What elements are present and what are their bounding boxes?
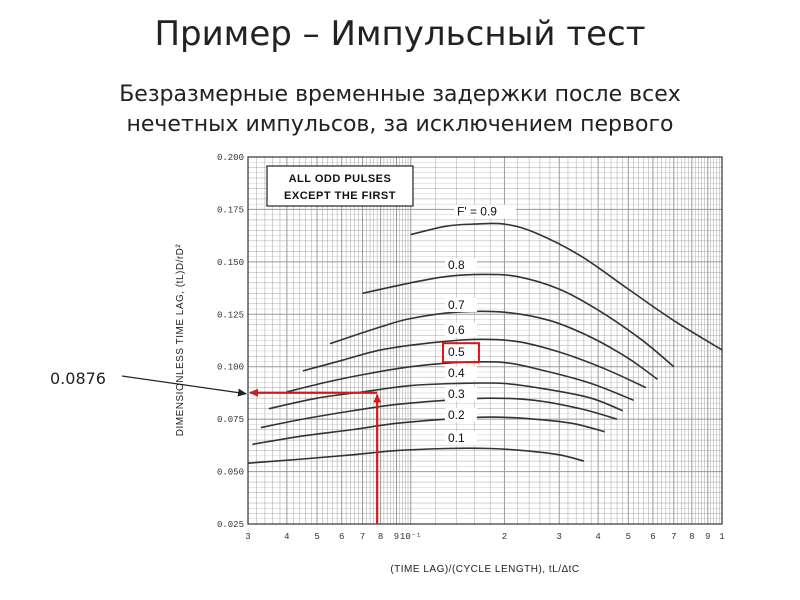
annotation-box: ALL ODD PULSES EXCEPT THE FIRST (266, 165, 414, 207)
y-tick-label: 0.150 (217, 258, 244, 268)
x-tick-label: 5 (626, 532, 631, 542)
page-subtitle: Безразмерные временные задержки после вс… (0, 80, 800, 140)
series-label: 0.1 (448, 431, 465, 445)
x-tick-label: 5 (314, 532, 319, 542)
page-subtitle-line1: Безразмерные временные задержки после вс… (119, 82, 681, 107)
series-label-bg (444, 345, 477, 360)
series-label-bg (444, 366, 477, 381)
series-label-bg (444, 323, 477, 338)
curve-0.4 (268, 382, 624, 412)
x-tick-label: 10⁻¹ (400, 532, 422, 542)
series-label-bg (444, 258, 477, 273)
x-tick-label: 9 (394, 532, 399, 542)
page-title: Пример – Импульсный тест (154, 14, 646, 54)
series-label: 0.2 (448, 408, 465, 422)
series-label-bg (453, 204, 516, 219)
x-tick-label: 8 (689, 532, 694, 542)
annotation-box-line1: ALL ODD PULSES (289, 173, 392, 185)
series-label-bg (444, 297, 477, 312)
chart-series-labels: F' = 0.9 0.8 0.7 0.6 0.5 0.4 0.3 0.2 0.1 (441, 204, 516, 446)
highlight-box (441, 342, 480, 364)
series-label-bg (444, 408, 477, 423)
x-tick-label: 4 (595, 532, 600, 542)
x-tick-label: 4 (284, 532, 289, 542)
x-tick-label: 2 (502, 532, 507, 542)
x-tick-label: 3 (557, 532, 562, 542)
curve-0.8 (362, 273, 675, 368)
series-label: 0.3 (448, 387, 465, 401)
series-label: 0.8 (448, 258, 465, 272)
y-tick-label: 0.050 (217, 468, 244, 478)
y-tick-label: 0.025 (217, 520, 244, 530)
y-tick-label: 0.125 (217, 310, 244, 320)
curve-0.6 (302, 338, 647, 389)
y-axis-label: DIMENSIONLESS TIME LAG, (tL)D/rD² (175, 244, 186, 437)
curve-0.7 (329, 310, 658, 380)
annotation-box-frame (266, 165, 414, 207)
plot-frame (247, 156, 723, 525)
chart-ticks: 3 4 5 6 7 8 9 10⁻¹ 2 3 4 5 6 7 8 9 10.0250.0500.0750.100… (217, 153, 725, 542)
series-label: 0.7 (448, 298, 465, 312)
x-axis-label: (TIME LAG)/(CYCLE LENGTH), tL/ΔtC (390, 564, 579, 575)
y-tick-label: 0.175 (217, 205, 244, 215)
annotation-box-line2: EXCEPT THE FIRST (284, 190, 396, 202)
x-tick-label: 8 (378, 532, 383, 542)
series-label: 0.4 (448, 366, 465, 380)
x-tick-label: 6 (650, 532, 655, 542)
readout-value-label: 0.0876 (50, 369, 106, 388)
series-label: 0.6 (448, 323, 465, 337)
series-label: 0.5 (448, 345, 465, 359)
series-label: F' = 0.9 (457, 205, 497, 219)
page-subtitle-line2: нечетных импульсов, за исключением перво… (126, 112, 674, 137)
y-tick-label: 0.200 (217, 153, 244, 163)
readout-annotation (121, 375, 382, 524)
callout-pointer-arrow (121, 375, 247, 397)
x-tick-label: 1 (719, 532, 724, 542)
y-tick-label: 0.075 (217, 415, 244, 425)
series-label-bg (444, 431, 477, 446)
y-tick-label: 0.100 (217, 363, 244, 373)
series-label-bg (444, 387, 477, 402)
x-tick-label: 9 (705, 532, 710, 542)
chart-grid (247, 156, 723, 525)
curve-0.9 (410, 222, 723, 351)
curve-0.1 (247, 447, 585, 464)
x-tick-label: 7 (671, 532, 676, 542)
x-tick-label: 7 (360, 532, 365, 542)
x-tick-label: 6 (339, 532, 344, 542)
x-tick-label: 3 (245, 532, 250, 542)
